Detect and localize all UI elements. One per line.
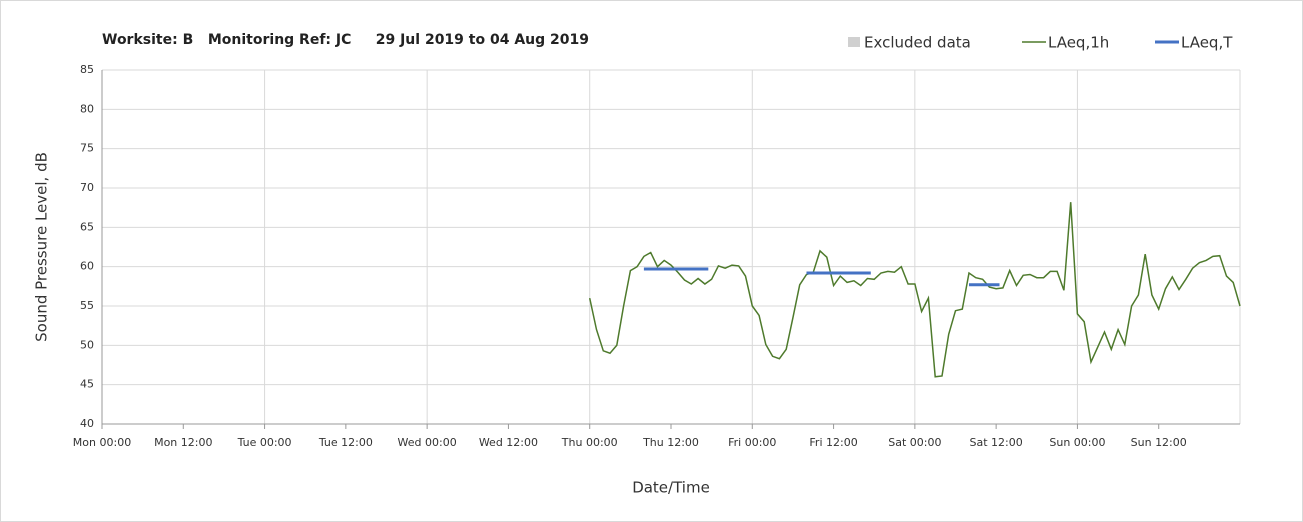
y-tick-label: 50 (80, 338, 94, 351)
x-tick-label: Tue 00:00 (237, 436, 292, 449)
y-tick-label: 40 (80, 417, 94, 430)
legend-label: LAeq,T (1181, 34, 1233, 52)
legend-label: Excluded data (864, 34, 971, 52)
x-tick-label: Mon 12:00 (154, 436, 212, 449)
y-tick-label: 65 (80, 220, 94, 233)
x-tick-label: Thu 00:00 (561, 436, 618, 449)
y-tick-label: 60 (80, 260, 94, 273)
legend: Excluded data LAeq,1h LAeq,T (848, 34, 1233, 52)
y-tick-label: 55 (80, 299, 94, 312)
chart-title: Worksite: B Monitoring Ref: JC 29 Jul 20… (102, 32, 589, 48)
x-tick-label: Thu 12:00 (642, 436, 699, 449)
y-tick-label: 75 (80, 142, 94, 155)
y-tick-label: 45 (80, 378, 94, 391)
x-tick-label: Mon 00:00 (73, 436, 131, 449)
y-tick-label: 70 (80, 181, 94, 194)
x-tick-label: Sat 00:00 (888, 436, 941, 449)
x-tick-label: Fri 00:00 (728, 436, 776, 449)
legend-swatch (848, 37, 860, 47)
legend-label: LAeq,1h (1048, 34, 1109, 52)
x-tick-label: Wed 00:00 (398, 436, 457, 449)
series-line (588, 202, 1241, 378)
x-axis-title: Date/Time (632, 479, 710, 497)
y-axis-title: Sound Pressure Level, dB (33, 152, 51, 342)
x-tick-label: Sun 00:00 (1049, 436, 1105, 449)
series-line (643, 267, 1000, 287)
x-tick-label: Tue 12:00 (318, 436, 373, 449)
x-tick-label: Fri 12:00 (809, 436, 857, 449)
x-tick-label: Sun 12:00 (1131, 436, 1187, 449)
x-tick-label: Wed 12:00 (479, 436, 538, 449)
y-tick-label: 80 (80, 102, 94, 115)
y-tick-label: 85 (80, 63, 94, 76)
x-tick-label: Sat 12:00 (970, 436, 1023, 449)
